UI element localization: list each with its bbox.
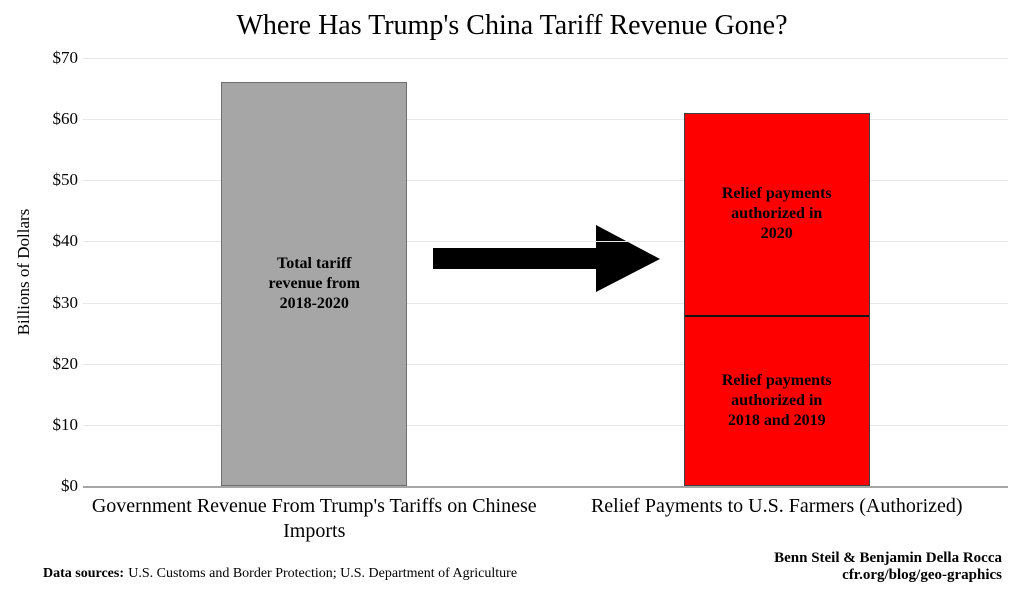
data-sources-text: U.S. Customs and Border Protection; U.S.… <box>128 566 518 581</box>
bar: Total tariff revenue from 2018-2020 <box>221 82 408 486</box>
x-axis-label: Government Revenue From Trump's Tariffs … <box>91 495 537 542</box>
y-tick-label: $70 <box>52 48 79 67</box>
bar-segment-label: Relief payments authorized in 2018 and 201… <box>721 371 832 429</box>
gridline <box>83 58 1008 59</box>
credit-url: cfr.org/blog/geo-graphics <box>842 567 1002 583</box>
data-sources: Data sources: U.S. Customs and Border Pro… <box>43 566 517 582</box>
data-sources-label: Data sources: <box>43 566 125 581</box>
credits: Benn Steil & Benjamin Della Rocca cfr.or… <box>774 550 1002 584</box>
y-tick-label: $60 <box>52 109 79 129</box>
bar-segment: Total tariff revenue from 2018-2020 <box>222 83 406 485</box>
arrow-right-shape <box>433 225 660 292</box>
gridline <box>83 119 1008 121</box>
bar-segment: Relief payments authorized in 2018 and 201… <box>684 314 869 485</box>
y-tick-label: $20 <box>52 353 79 373</box>
plot-area: Total tariff revenue from 2018-2020 Relief … <box>83 58 1008 488</box>
x-axis-label: Relief Payments to U.S. Farmers (Authori… <box>590 495 963 517</box>
bar-segment: Relief payments authorized in 2020 <box>685 114 869 315</box>
bar: Relief payments authorized in 2020 Relief p… <box>683 113 870 486</box>
y-tick-label: $40 <box>52 231 79 251</box>
y-tick-label: $10 <box>52 414 79 434</box>
gridline <box>83 424 1008 426</box>
chart-title: Where Has Trump's China Tariff Revenue G… <box>236 10 788 41</box>
y-axis-ticks: $0 $10 $20 $30 $40 $50 $60 $70 <box>0 48 79 495</box>
bar-segment-label: Relief payments authorized in 2020 <box>721 185 832 243</box>
gridline <box>83 241 1008 243</box>
y-tick-label: $0 <box>61 476 78 495</box>
bar-segment-label: Total tariff revenue from 2018-2020 <box>268 255 360 313</box>
gridline <box>83 302 1008 304</box>
x-axis-labels: Government Revenue From Trump's Tariffs … <box>83 494 1008 554</box>
arrow-right-icon <box>433 225 660 292</box>
gridline <box>83 180 1008 182</box>
gridline <box>83 363 1008 365</box>
y-tick-label: $50 <box>52 170 79 190</box>
y-tick-label: $30 <box>52 292 79 312</box>
credit-authors: Benn Steil & Benjamin Della Rocca <box>774 550 1002 566</box>
